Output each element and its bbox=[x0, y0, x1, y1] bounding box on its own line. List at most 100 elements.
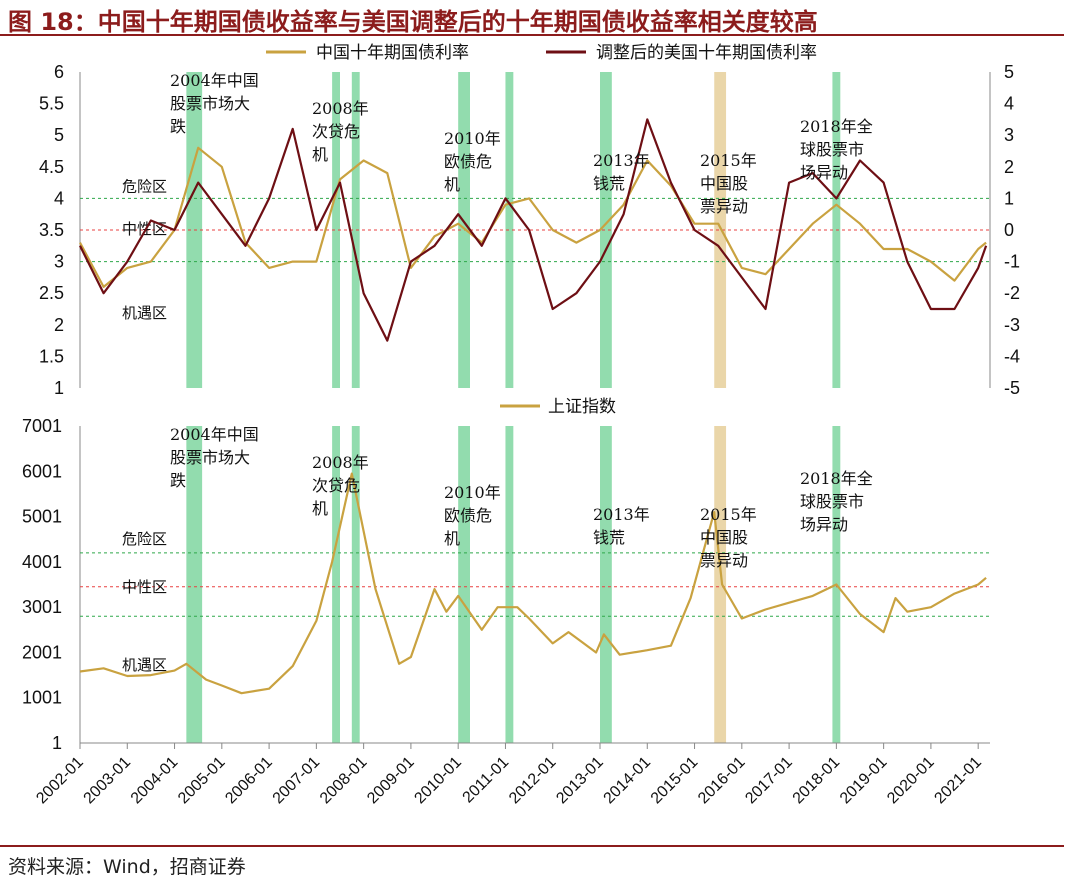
bottom-neutral-label: 中性区 bbox=[122, 578, 167, 596]
event-band-6-lower bbox=[714, 426, 727, 743]
bottom-annotation-2004-line-2: 跌 bbox=[170, 471, 186, 490]
event-band-4-lower bbox=[505, 426, 514, 743]
top-neutral-label: 中性区 bbox=[122, 220, 167, 238]
x-tick-14: 2016-01 bbox=[695, 754, 749, 808]
y-left-tick-4: 4 bbox=[54, 188, 64, 208]
figure-header: 图 18：中国十年期国债收益率与美国调整后的十年期国债收益率相关度较高 bbox=[0, 0, 1080, 36]
bottom-annotation-2018-line-0: 2018年全 bbox=[800, 469, 873, 488]
event-band-0-lower bbox=[186, 426, 203, 743]
bottom-annotation-2004-line-1: 股票市场大 bbox=[170, 448, 250, 467]
x-tick-1: 2003-01 bbox=[81, 754, 135, 808]
y-left-tick-1: 5.5 bbox=[39, 94, 64, 114]
bottom-annotation-2018-line-2: 场异动 bbox=[800, 515, 848, 534]
top-annotation-2010-line-0: 2010年 bbox=[444, 129, 501, 148]
x-tick-18: 2020-01 bbox=[884, 754, 938, 808]
bottom-annotation-2010-line-0: 2010年 bbox=[444, 483, 501, 502]
event-band-2-upper bbox=[351, 72, 360, 388]
bottom-annotation-2015-line-1: 中国股 bbox=[700, 528, 748, 547]
y-right-tick-7: -2 bbox=[1004, 283, 1020, 303]
top-annotation-2018-line-1: 球股票市 bbox=[800, 140, 864, 159]
top-annotation-2008-line-1: 次贷危 bbox=[312, 122, 360, 141]
bottom-annotation-2008-line-2: 机 bbox=[312, 499, 328, 518]
bottom-opportunity-label: 机遇区 bbox=[122, 656, 167, 674]
y-right-tick-2: 3 bbox=[1004, 125, 1014, 145]
x-tick-19: 2021-01 bbox=[931, 754, 985, 808]
y-left-tick-3: 4.5 bbox=[39, 157, 64, 177]
bottom-annotation-2015-line-0: 2015年 bbox=[700, 505, 757, 524]
top-annotation-2008-line-2: 机 bbox=[312, 145, 328, 164]
event-band-2-lower bbox=[351, 426, 360, 743]
bottom-annotation-2013-line-1: 钱荒 bbox=[593, 528, 625, 547]
x-tick-9: 2011-01 bbox=[460, 754, 513, 807]
top-annotation-2004-line-2: 跌 bbox=[170, 117, 186, 136]
title-rule bbox=[0, 34, 1064, 36]
x-tick-3: 2005-01 bbox=[175, 754, 229, 808]
y-bottom-tick-4: 3001 bbox=[22, 597, 62, 617]
event-band-1-lower bbox=[332, 426, 340, 743]
top-danger-label: 危险区 bbox=[122, 177, 167, 195]
y-right-tick-6: -1 bbox=[1004, 252, 1020, 272]
top-annotation-2018-line-0: 2018年全 bbox=[800, 117, 873, 136]
x-tick-2: 2004-01 bbox=[128, 754, 182, 808]
top-annotation-2010-line-2: 机 bbox=[444, 175, 460, 194]
y-left-tick-8: 2 bbox=[54, 315, 64, 335]
legend-label-sse: 上证指数 bbox=[548, 397, 616, 417]
x-tick-0: 2002-01 bbox=[33, 754, 87, 808]
top-annotation-2015-line-2: 票异动 bbox=[700, 197, 748, 216]
source-note: 资料来源：Wind，招商证券 bbox=[8, 856, 246, 878]
series-us-adjusted-yield bbox=[79, 118, 988, 342]
x-tick-13: 2015-01 bbox=[648, 754, 702, 808]
y-bottom-tick-1: 6001 bbox=[22, 461, 62, 481]
figure-title: 图 18：中国十年期国债收益率与美国调整后的十年期国债收益率相关度较高 bbox=[8, 8, 818, 36]
x-tick-15: 2017-01 bbox=[742, 754, 796, 808]
x-tick-8: 2010-01 bbox=[411, 754, 465, 808]
y-left-tick-6: 3 bbox=[54, 252, 64, 272]
top-annotation-2013-line-0: 2013年 bbox=[593, 151, 650, 170]
top-annotation-2015-line-0: 2015年 bbox=[700, 151, 757, 170]
x-tick-16: 2018-01 bbox=[790, 754, 844, 808]
bottom-annotation-2010-line-1: 欧债危 bbox=[444, 506, 492, 525]
series-china-yield bbox=[79, 146, 987, 288]
x-tick-12: 2014-01 bbox=[601, 754, 655, 808]
top-annotation-2015-line-1: 中国股 bbox=[700, 174, 748, 193]
x-tick-17: 2019-01 bbox=[837, 754, 891, 808]
top-annotation-2018-line-2: 场异动 bbox=[800, 163, 848, 182]
y-right-tick-8: -3 bbox=[1004, 315, 1020, 335]
y-right-tick-9: -4 bbox=[1004, 346, 1020, 366]
bottom-annotation-2008-line-0: 2008年 bbox=[312, 453, 369, 472]
bottom-annotation-2008-line-1: 次贷危 bbox=[312, 476, 360, 495]
event-band-3-lower bbox=[458, 426, 470, 743]
y-left-tick-2: 5 bbox=[54, 125, 64, 145]
y-bottom-tick-2: 5001 bbox=[22, 507, 62, 527]
legend-label-china-yield: 中国十年期国债利率 bbox=[316, 43, 469, 63]
y-right-tick-3: 2 bbox=[1004, 157, 1014, 177]
x-tick-4: 2006-01 bbox=[222, 754, 276, 808]
bottom-annotation-2013-line-0: 2013年 bbox=[593, 505, 650, 524]
y-right-tick-4: 1 bbox=[1004, 188, 1014, 208]
y-bottom-tick-3: 4001 bbox=[22, 552, 62, 572]
event-band-5-lower bbox=[600, 426, 612, 743]
x-tick-7: 2009-01 bbox=[364, 754, 418, 808]
footer-rule bbox=[0, 845, 1064, 847]
y-right-tick-1: 4 bbox=[1004, 94, 1014, 114]
x-tick-10: 2012-01 bbox=[506, 754, 560, 808]
top-annotation-2010-line-1: 欧债危 bbox=[444, 152, 492, 171]
legend-label-us-yield: 调整后的美国十年期国债利率 bbox=[596, 43, 817, 63]
bottom-annotation-2015-line-2: 票异动 bbox=[700, 551, 748, 570]
top-annotation-2004-line-1: 股票市场大 bbox=[170, 94, 250, 113]
y-right-tick-5: 0 bbox=[1004, 220, 1014, 240]
event-band-5-upper bbox=[600, 72, 612, 388]
y-left-tick-10: 1 bbox=[54, 378, 64, 398]
y-left-tick-0: 6 bbox=[54, 62, 64, 82]
top-annotation-2004-line-0: 2004年中国 bbox=[170, 71, 259, 90]
bottom-annotation-2010-line-2: 机 bbox=[444, 529, 460, 548]
y-bottom-tick-0: 7001 bbox=[22, 416, 62, 436]
top-opportunity-label: 机遇区 bbox=[122, 304, 167, 322]
y-right-tick-10: -5 bbox=[1004, 378, 1020, 398]
top-annotation-2008-line-0: 2008年 bbox=[312, 99, 369, 118]
y-bottom-tick-5: 2001 bbox=[22, 642, 62, 662]
event-band-6-upper bbox=[714, 72, 727, 388]
x-tick-6: 2008-01 bbox=[317, 754, 371, 808]
x-tick-5: 2007-01 bbox=[270, 754, 324, 808]
